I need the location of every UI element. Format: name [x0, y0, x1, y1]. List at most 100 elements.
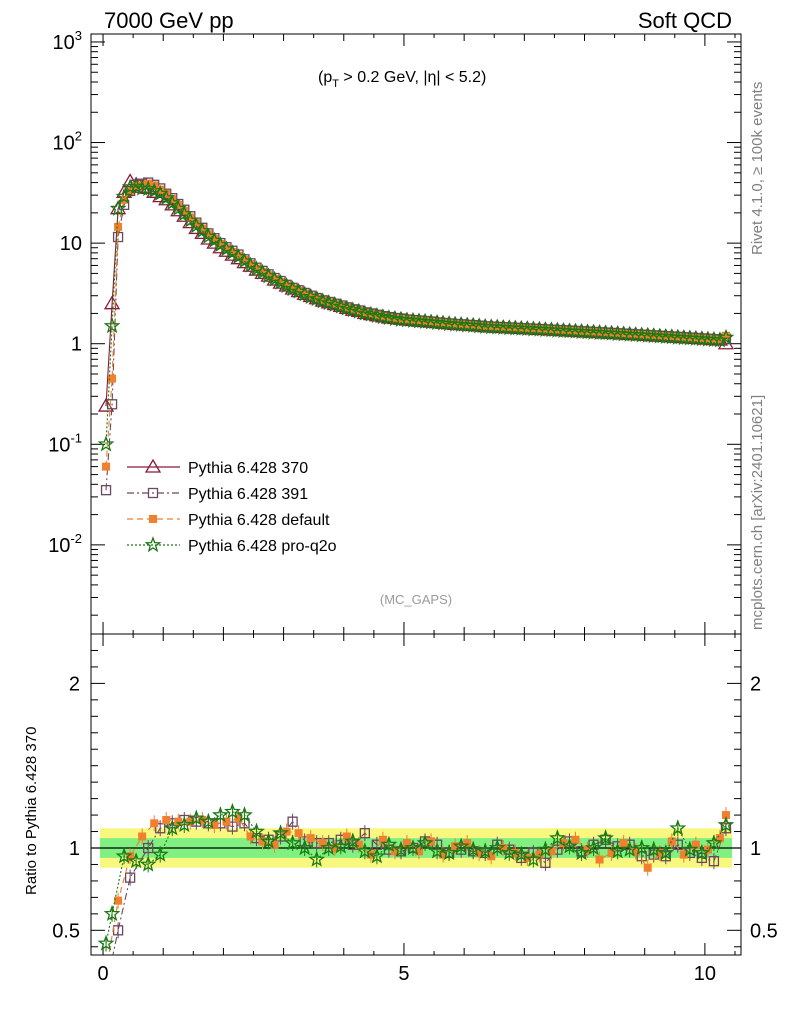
data-point: [288, 284, 297, 293]
data-point: [162, 189, 171, 198]
ratio-data-point: [127, 852, 145, 869]
ratio-data-point: [318, 839, 327, 848]
ratio-data-point: [294, 829, 303, 838]
data-point: [583, 327, 592, 336]
data-point: [175, 205, 193, 222]
y-tick-label: 10-2: [48, 531, 82, 557]
ratio-data-point: [284, 834, 302, 851]
analysis-label: (MC_GAPS): [380, 592, 452, 607]
ratio-data-point: [296, 839, 314, 856]
ratio-data-point: [463, 839, 472, 848]
ratio-data-point: [124, 872, 136, 883]
data-point: [103, 317, 121, 334]
ratio-data-point: [368, 847, 386, 864]
legend: Pythia 6.428 370 Pythia 6.428 391 Pythia 6…: [127, 458, 337, 555]
data-point: [198, 224, 207, 233]
series-3: [97, 177, 735, 452]
ratio-data-point: [679, 850, 688, 859]
ratio-data-point: [464, 840, 482, 857]
ratio-data-point: [708, 856, 720, 867]
ratio-data-point: [451, 842, 460, 851]
ratio-data-point: [151, 845, 169, 862]
legend-entry: Pythia 6.428 391: [127, 486, 308, 503]
data-point: [108, 374, 117, 383]
ratio-data-point: [332, 837, 350, 854]
ratio-data-point: [717, 816, 735, 833]
ratio-data-point: [428, 842, 446, 859]
data-point: [180, 206, 189, 215]
data-point: [246, 260, 255, 269]
legend-label: Pythia 6.428 default: [188, 512, 330, 529]
side-mcplots: mcplots.cern.ch [arXiv:2401.10621]: [749, 395, 766, 630]
legend-swatch-marker: [144, 536, 162, 553]
data-point: [549, 321, 566, 338]
ratio-data-point: [583, 845, 592, 854]
data-point: [512, 319, 530, 336]
ratio-y-tick-label: 0.5: [52, 920, 80, 942]
data-point: [294, 286, 303, 295]
data-point: [439, 319, 448, 328]
ratio-data-point: [607, 848, 616, 857]
ratio-data-point: [199, 812, 217, 829]
ratio-data-point: [174, 817, 183, 826]
data-point: [97, 435, 115, 452]
ratio-data-point: [536, 840, 554, 857]
ratio-data-point: [619, 839, 628, 848]
ratio-data-point: [248, 822, 266, 839]
ratio-data-point: [320, 839, 338, 856]
data-point: [126, 186, 135, 195]
ratio-data-point: [342, 832, 351, 841]
ratio-data-point: [258, 837, 267, 846]
data-point: [518, 320, 536, 337]
ratio-data-point: [344, 832, 362, 849]
data-point: [121, 178, 139, 195]
ratio-data-point: [571, 835, 580, 844]
legend-swatch-marker: [147, 487, 159, 499]
data-point: [114, 222, 123, 231]
ratio-data-point: [416, 834, 434, 851]
ratio-data-point: [549, 829, 566, 846]
series-0: [97, 173, 735, 412]
ratio-data-point: [487, 852, 496, 861]
data-point: [649, 331, 658, 340]
ratio-data-point: [669, 819, 687, 836]
ratio-data-point: [439, 850, 448, 859]
ratio-data-point: [246, 832, 255, 841]
data-point: [109, 199, 127, 216]
ratio-data-point: [585, 839, 602, 856]
data-point: [711, 331, 729, 348]
legend-label: Pythia 6.428 pro-q2o: [188, 538, 337, 555]
data-point: [102, 462, 111, 471]
ratio-data-point: [306, 834, 315, 843]
ratio-y-tick-label-right: 1: [750, 838, 761, 860]
data-point: [264, 271, 273, 280]
data-point: [487, 322, 496, 331]
ratio-data-point: [103, 904, 121, 921]
ratio-data-point: [524, 850, 542, 867]
data-point: [216, 240, 225, 249]
data-point: [673, 333, 682, 342]
data-point: [100, 485, 112, 496]
ratio-data-point: [143, 842, 154, 854]
ratio-data-point: [559, 839, 568, 848]
ratio-data-point: [210, 820, 219, 829]
ratio-data-point: [359, 828, 370, 839]
data-point: [621, 325, 639, 342]
data-point: [685, 333, 694, 342]
data-point: [270, 274, 279, 283]
ratio-data-point: [354, 840, 363, 849]
ratio-data-point: [633, 839, 651, 856]
ratio-data-point: [175, 816, 193, 833]
ratio-data-point: [561, 837, 578, 854]
ratio-data-point: [715, 834, 724, 843]
ratio-data-point: [645, 840, 663, 857]
ratio-data-point: [573, 843, 591, 861]
cut-label: (pT > 0.2 GeV, |η| < 5.2): [318, 69, 486, 90]
data-point: [228, 247, 237, 256]
y-tick-label: 102: [53, 129, 82, 155]
ratio-data-point: [126, 852, 135, 861]
ratio-data-point: [693, 843, 711, 861]
data-point: [488, 318, 506, 335]
